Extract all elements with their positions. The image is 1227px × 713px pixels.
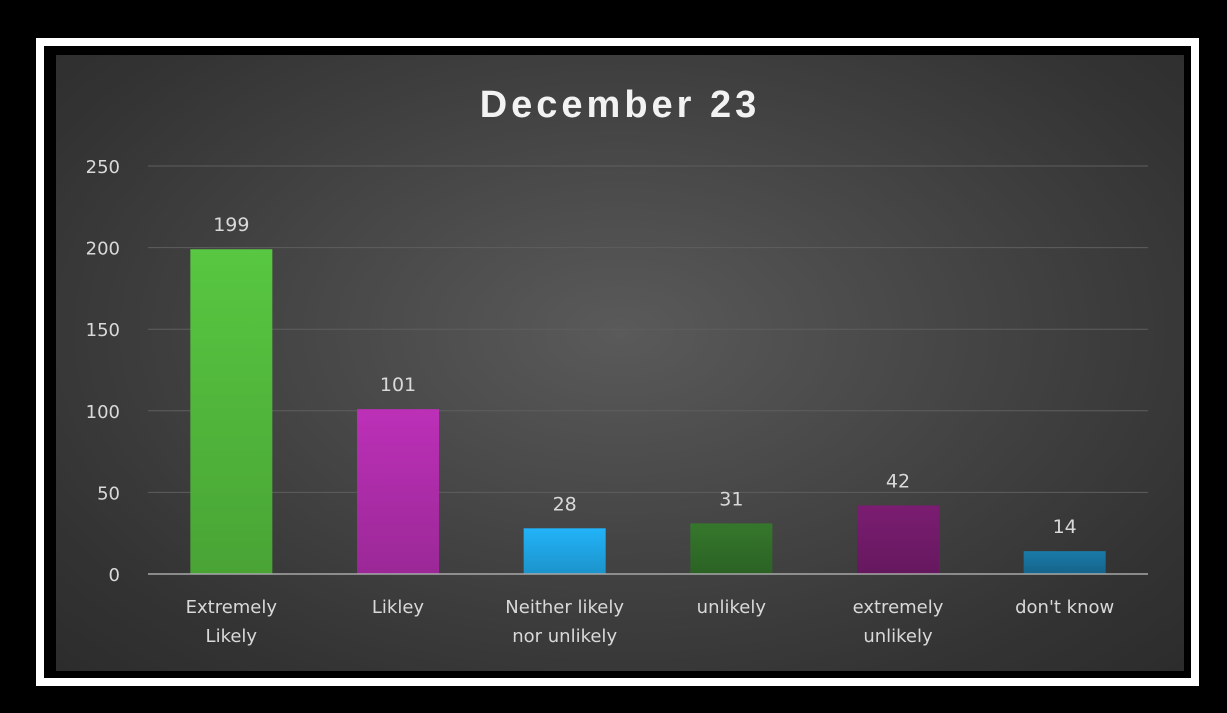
- y-tick-label: 100: [86, 402, 120, 423]
- y-tick-label: 200: [86, 239, 120, 260]
- data-label: 101: [380, 374, 416, 396]
- category-label: Extremely: [186, 597, 278, 618]
- bar: [857, 505, 939, 574]
- data-label: 28: [553, 493, 577, 515]
- bar: [1023, 551, 1106, 574]
- category-label: extremely: [853, 597, 944, 618]
- category-label: unlikely: [697, 597, 767, 618]
- category-label: Neither likely: [505, 597, 624, 618]
- y-tick-label: 50: [97, 483, 120, 504]
- data-label: 42: [886, 470, 910, 492]
- gridlines: [148, 165, 1148, 493]
- category-label: Likely: [206, 626, 258, 647]
- data-label: 14: [1053, 516, 1077, 538]
- y-axis-ticks: 0 50 100 150 200 250: [86, 157, 120, 586]
- category-label: nor unlikely: [512, 626, 617, 647]
- bars: [190, 249, 1106, 574]
- bar: [357, 409, 439, 574]
- data-label: 199: [213, 214, 249, 236]
- bar: [523, 528, 606, 574]
- data-label: 31: [719, 488, 743, 510]
- y-tick-label: 150: [86, 320, 120, 341]
- category-label: Likley: [372, 597, 425, 618]
- chart-title: December 23: [480, 84, 761, 126]
- category-labels: Extremely Likely Likley Neither likely nor u…: [186, 597, 1115, 647]
- y-tick-label: 0: [109, 565, 120, 586]
- data-labels: 199 101 28 31 42 14: [213, 214, 1077, 538]
- y-tick-label: 250: [86, 157, 120, 178]
- bar: [690, 523, 773, 574]
- bar: [190, 249, 273, 574]
- category-label: unlikely: [863, 626, 933, 647]
- category-label: don't know: [1015, 597, 1114, 618]
